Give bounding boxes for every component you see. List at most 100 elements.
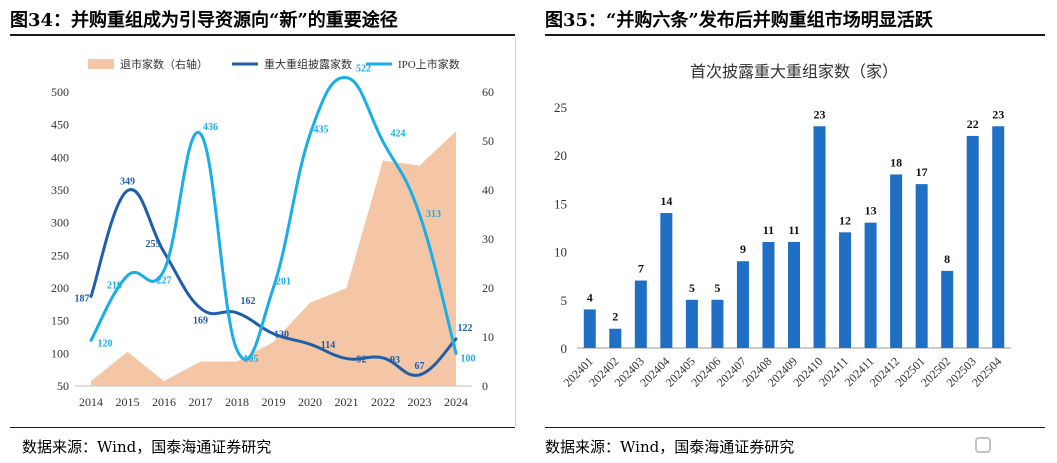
data-label-ipo: 522 — [356, 64, 371, 75]
data-label-restructuring: 93 — [390, 355, 400, 366]
y-left-tick-label: 350 — [51, 183, 69, 197]
x-tick-label: 2018 — [225, 395, 249, 409]
data-label-ipo: 120 — [98, 338, 113, 349]
x-tick-label: 2017 — [189, 395, 213, 409]
chart-title: 首次披露重大重组家数（家） — [690, 63, 898, 81]
data-label-restructuring: 122 — [458, 323, 473, 334]
bar-value-label: 4 — [587, 290, 593, 304]
data-label-ipo: 201 — [276, 276, 291, 287]
legend-label: IPO上市家数 — [398, 57, 460, 71]
y-left-tick-label: 500 — [51, 85, 69, 99]
bar-value-label: 9 — [740, 242, 746, 256]
y-left-tick-label: 450 — [51, 118, 69, 132]
y-left-tick-label: 300 — [51, 216, 69, 230]
bar-value-label: 14 — [660, 194, 672, 208]
data-label-ipo: 105 — [244, 354, 259, 365]
bar-value-label: 13 — [865, 204, 877, 218]
bar-value-label: 5 — [689, 281, 695, 295]
source-note-left: 数据来源：Wind，国泰海通证券研究 — [22, 438, 272, 456]
y-tick-label: 0 — [561, 341, 568, 356]
bottom-rule-right — [545, 427, 1045, 428]
bar — [609, 328, 622, 348]
x-tick-label: 202504 — [969, 354, 1004, 389]
legend-label: 退市家数（右轴） — [120, 57, 208, 71]
y-right-tick-label: 20 — [482, 281, 494, 295]
data-label-ipo: 313 — [426, 209, 441, 220]
bar — [736, 261, 749, 348]
data-label-restructuring: 130 — [274, 330, 289, 341]
gelonghui-watermark-icon — [975, 432, 1049, 458]
y-tick-label: 20 — [554, 148, 567, 163]
bar-value-label: 22 — [967, 117, 979, 131]
source-note-right: 数据来源：Wind，国泰海通证券研究 — [545, 438, 795, 456]
bar — [915, 184, 928, 348]
figure-title-right: 图35：“并购六条”发布后并购重组市场明显活跃 — [545, 10, 933, 31]
bar — [941, 270, 954, 348]
bar-value-label: 8 — [944, 252, 950, 266]
y-right-tick-label: 40 — [482, 183, 494, 197]
bar — [966, 135, 979, 348]
data-label-ipo: 227 — [157, 275, 172, 286]
y-right-tick-label: 50 — [482, 134, 494, 148]
bar-value-label: 18 — [890, 155, 902, 169]
y-left-tick-label: 150 — [51, 314, 69, 328]
y-right-tick-label: 10 — [482, 330, 494, 344]
series-line-restructuring — [89, 188, 458, 377]
x-tick-label: 2019 — [262, 395, 286, 409]
bar-value-label: 2 — [612, 310, 618, 324]
data-label-restructuring: 255 — [146, 239, 161, 250]
bar-value-label: 17 — [916, 165, 928, 179]
y-tick-label: 10 — [554, 245, 567, 260]
delisting-area — [91, 131, 456, 386]
bar — [685, 299, 698, 348]
series-line-ipo — [89, 76, 458, 361]
data-label-ipo: 436 — [203, 122, 218, 133]
bar-value-label: 23 — [992, 107, 1004, 121]
y-left-tick-label: 200 — [51, 281, 69, 295]
y-left-tick-label: 100 — [51, 346, 69, 360]
data-label-restructuring: 92 — [357, 355, 367, 366]
y-left-tick-label: 400 — [51, 150, 69, 164]
bar — [864, 222, 877, 348]
x-tick-label: 2024 — [444, 395, 468, 409]
data-label-restructuring: 67 — [415, 361, 425, 372]
legend-label: 重大重组披露家数 — [264, 57, 352, 71]
top-rule-left — [10, 34, 515, 36]
bar — [813, 126, 826, 348]
bar — [992, 126, 1005, 348]
x-tick-label: 2020 — [298, 395, 322, 409]
y-left-tick-label: 250 — [51, 248, 69, 262]
data-label-ipo: 435 — [314, 124, 329, 135]
bar-value-label: 7 — [638, 262, 644, 276]
bar-value-label: 12 — [839, 213, 851, 227]
bottom-rule-left — [10, 427, 515, 428]
data-label-restructuring: 169 — [193, 315, 208, 326]
x-tick-label: 2023 — [408, 395, 432, 409]
top-rule-right — [545, 34, 1045, 36]
y-tick-label: 5 — [561, 293, 568, 308]
data-label-ipo: 219 — [107, 281, 122, 292]
y-left-tick-label: 50 — [57, 379, 69, 393]
bar — [711, 299, 724, 348]
bar — [583, 309, 596, 348]
ipo-restructuring-delisting-chart: 退市家数（右轴） 重大重组披露家数 IPO上市家数50100150200250300… — [51, 57, 494, 409]
data-label-restructuring: 162 — [241, 296, 256, 307]
x-tick-label: 2016 — [152, 395, 176, 409]
bar — [890, 174, 903, 348]
figure-title-left: 图34：并购重组成为引导资源向“新”的重要途径 — [10, 10, 398, 31]
y-right-tick-label: 30 — [482, 232, 494, 246]
bar — [762, 241, 775, 348]
y-right-tick-label: 60 — [482, 85, 494, 99]
data-label-restructuring: 187 — [75, 293, 90, 304]
data-label-restructuring: 114 — [321, 340, 335, 351]
bar — [839, 232, 852, 348]
y-tick-label: 15 — [554, 196, 567, 211]
bar-value-label: 5 — [714, 281, 720, 295]
legend-swatch — [88, 59, 114, 69]
x-tick-label: 2014 — [79, 395, 103, 409]
data-label-ipo: 100 — [461, 353, 476, 364]
y-right-tick-label: 0 — [482, 379, 488, 393]
bar-value-label: 11 — [763, 223, 774, 237]
x-tick-label: 2022 — [371, 395, 395, 409]
chart-panel-right: 首次披露重大重组家数（家） 0 5 10 15 20 25 4 202401 2 202402 7 20… — [545, 37, 1045, 427]
